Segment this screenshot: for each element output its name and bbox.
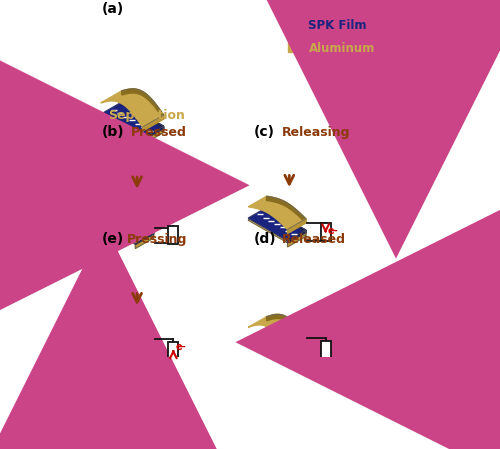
- Polygon shape: [266, 314, 306, 343]
- Polygon shape: [96, 330, 154, 363]
- Polygon shape: [114, 330, 154, 357]
- Polygon shape: [122, 102, 164, 128]
- Polygon shape: [96, 205, 154, 238]
- Text: (d): (d): [254, 232, 277, 246]
- Bar: [320, 341, 330, 359]
- Text: SPK Film: SPK Film: [308, 19, 367, 32]
- Text: Separation: Separation: [108, 109, 185, 122]
- Polygon shape: [136, 339, 154, 354]
- Text: (b): (b): [102, 125, 124, 139]
- Polygon shape: [248, 314, 306, 350]
- Bar: [320, 223, 330, 241]
- Polygon shape: [114, 328, 154, 353]
- Text: Aluminum: Aluminum: [308, 42, 374, 55]
- Polygon shape: [114, 205, 154, 232]
- Polygon shape: [266, 328, 306, 353]
- Polygon shape: [101, 102, 164, 138]
- Polygon shape: [266, 207, 306, 232]
- Polygon shape: [248, 196, 306, 229]
- Polygon shape: [288, 339, 306, 354]
- Polygon shape: [248, 330, 306, 363]
- Polygon shape: [122, 104, 164, 132]
- Text: (e): (e): [102, 232, 124, 246]
- Polygon shape: [248, 328, 306, 361]
- Bar: [288, 19, 306, 30]
- Polygon shape: [96, 328, 154, 361]
- Polygon shape: [96, 209, 154, 242]
- Polygon shape: [96, 211, 154, 244]
- Polygon shape: [266, 196, 306, 223]
- Text: Pressing: Pressing: [126, 233, 187, 246]
- Polygon shape: [136, 232, 154, 244]
- Polygon shape: [122, 89, 164, 119]
- Polygon shape: [266, 210, 306, 236]
- Polygon shape: [142, 126, 164, 141]
- Text: e-: e-: [328, 226, 338, 236]
- Polygon shape: [288, 232, 306, 247]
- Polygon shape: [288, 230, 306, 243]
- Polygon shape: [136, 234, 154, 248]
- Polygon shape: [288, 353, 306, 367]
- Polygon shape: [266, 330, 306, 357]
- Polygon shape: [114, 209, 154, 234]
- Polygon shape: [101, 104, 164, 141]
- Polygon shape: [114, 317, 154, 343]
- Bar: [288, 41, 306, 52]
- Text: (a): (a): [102, 2, 124, 16]
- Bar: [168, 342, 178, 359]
- Polygon shape: [288, 351, 306, 363]
- Polygon shape: [142, 115, 164, 131]
- Text: Released: Released: [282, 233, 346, 246]
- Polygon shape: [101, 89, 164, 127]
- Polygon shape: [136, 228, 154, 242]
- Polygon shape: [136, 353, 154, 367]
- Polygon shape: [114, 211, 154, 238]
- Polygon shape: [288, 219, 306, 233]
- Polygon shape: [248, 207, 306, 241]
- Text: Pressed: Pressed: [131, 126, 187, 139]
- Polygon shape: [96, 317, 154, 350]
- Polygon shape: [136, 351, 154, 363]
- Polygon shape: [248, 210, 306, 243]
- Text: Releasing: Releasing: [282, 126, 350, 139]
- Polygon shape: [142, 128, 164, 145]
- Bar: [168, 226, 178, 244]
- Text: (c): (c): [254, 125, 275, 139]
- Text: e-: e-: [175, 343, 186, 352]
